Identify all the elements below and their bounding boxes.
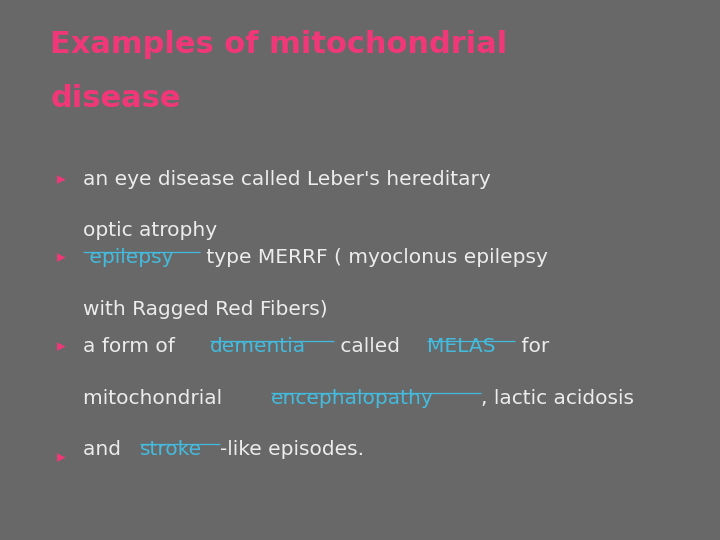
Text: stroke: stroke (140, 440, 202, 459)
Text: optic atrophy: optic atrophy (83, 221, 217, 240)
Text: ▸: ▸ (57, 448, 66, 466)
Text: MELAS: MELAS (427, 338, 495, 356)
Text: a form of: a form of (83, 338, 181, 356)
Text: for: for (516, 338, 549, 356)
Text: -like episodes.: -like episodes. (220, 440, 364, 459)
Text: disease: disease (50, 84, 181, 113)
Text: mitochondrial: mitochondrial (83, 389, 228, 408)
Text: ▸: ▸ (57, 248, 66, 266)
Text: ▸: ▸ (57, 338, 66, 355)
Text: an eye disease called Leber's hereditary: an eye disease called Leber's hereditary (83, 170, 490, 189)
Text: and: and (83, 440, 127, 459)
Text: , lactic acidosis: , lactic acidosis (480, 389, 634, 408)
Text: ▸: ▸ (57, 170, 66, 188)
Text: epilepsy: epilepsy (83, 248, 174, 267)
Text: Examples of mitochondrial: Examples of mitochondrial (50, 30, 508, 59)
Text: called: called (333, 338, 406, 356)
Text: with Ragged Red Fibers): with Ragged Red Fibers) (83, 300, 328, 319)
Text: encephalopathy: encephalopathy (271, 389, 433, 408)
Text: dementia: dementia (210, 338, 306, 356)
Text: type MERRF ( myoclonus epilepsy: type MERRF ( myoclonus epilepsy (199, 248, 547, 267)
